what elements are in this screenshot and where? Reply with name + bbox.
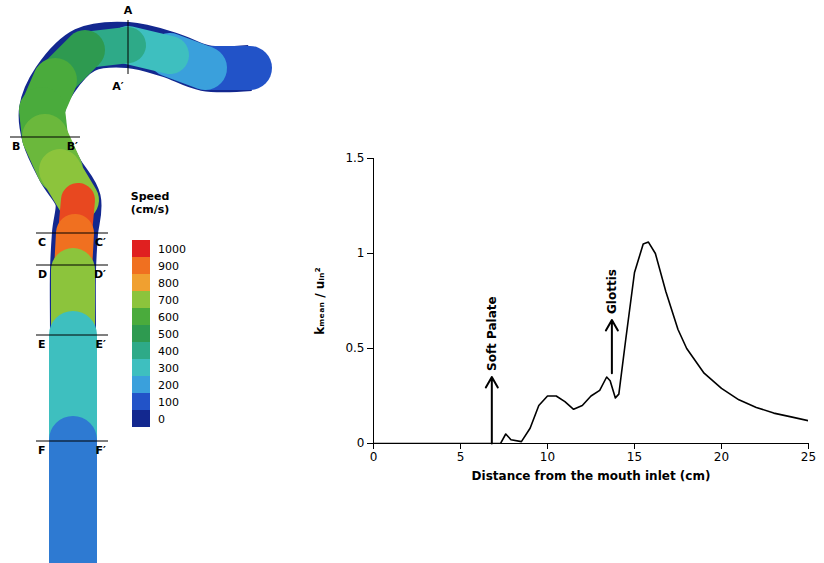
svg-text:600: 600 bbox=[158, 311, 179, 324]
svg-text:D: D bbox=[38, 268, 47, 281]
svg-text:100: 100 bbox=[158, 396, 179, 409]
svg-text:kₘₑₐₙ / uᵢₙ²: kₘₑₐₙ / uᵢₙ² bbox=[313, 267, 327, 334]
svg-text:0: 0 bbox=[370, 450, 378, 464]
svg-text:Glottis: Glottis bbox=[605, 269, 619, 314]
svg-text:B: B bbox=[12, 140, 20, 153]
svg-text:1: 1 bbox=[357, 246, 365, 260]
svg-text:700: 700 bbox=[158, 294, 179, 307]
svg-text:F: F bbox=[38, 444, 46, 457]
svg-text:A: A bbox=[124, 4, 133, 17]
svg-text:1000: 1000 bbox=[158, 243, 186, 256]
svg-text:A′: A′ bbox=[112, 80, 124, 93]
svg-text:800: 800 bbox=[158, 277, 179, 290]
svg-text:900: 900 bbox=[158, 260, 179, 273]
svg-text:Speed(cm/s): Speed(cm/s) bbox=[131, 190, 170, 216]
svg-text:15: 15 bbox=[627, 450, 642, 464]
svg-text:25: 25 bbox=[801, 450, 816, 464]
svg-text:20: 20 bbox=[714, 450, 729, 464]
svg-text:0: 0 bbox=[357, 436, 365, 450]
svg-text:0.5: 0.5 bbox=[345, 341, 364, 355]
svg-text:200: 200 bbox=[158, 379, 179, 392]
svg-text:5: 5 bbox=[457, 450, 465, 464]
svg-text:1.5: 1.5 bbox=[345, 151, 364, 165]
svg-text:C′: C′ bbox=[95, 236, 106, 249]
svg-text:E: E bbox=[38, 338, 46, 351]
svg-text:D′: D′ bbox=[94, 268, 106, 281]
svg-text:B′: B′ bbox=[67, 140, 78, 153]
svg-text:400: 400 bbox=[158, 345, 179, 358]
svg-text:0: 0 bbox=[158, 413, 165, 426]
svg-text:C: C bbox=[38, 236, 46, 249]
svg-text:500: 500 bbox=[158, 328, 179, 341]
svg-text:Distance from the mouth inlet: Distance from the mouth inlet (cm) bbox=[472, 469, 711, 483]
svg-text:300: 300 bbox=[158, 362, 179, 375]
svg-text:E′: E′ bbox=[96, 338, 107, 351]
svg-text:10: 10 bbox=[540, 450, 555, 464]
svg-text:F′: F′ bbox=[96, 444, 107, 457]
svg-text:Soft Palate: Soft Palate bbox=[485, 296, 499, 371]
